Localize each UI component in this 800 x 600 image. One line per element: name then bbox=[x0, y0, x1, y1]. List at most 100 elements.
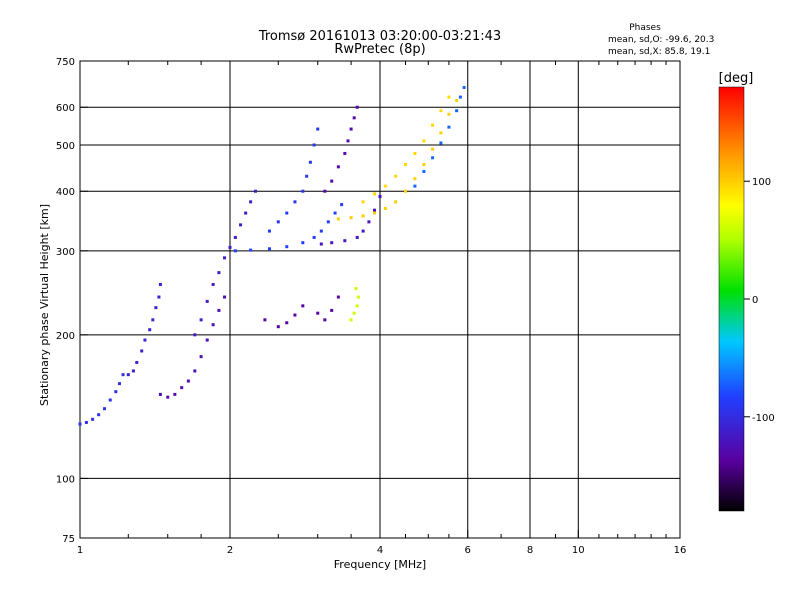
scatter-point bbox=[349, 127, 353, 131]
scatter-point bbox=[316, 127, 320, 131]
y-tick-label: 300 bbox=[56, 247, 75, 258]
scatter-point bbox=[312, 235, 316, 239]
colorbar-ticks: 100 0 -100 bbox=[744, 177, 775, 424]
scatter-point bbox=[394, 174, 398, 178]
x-tick-label: 16 bbox=[674, 545, 687, 556]
scatter-point bbox=[154, 306, 158, 310]
scatter-point bbox=[126, 373, 130, 377]
y-axis-ticks: 75 100 200 300 400 500 600 750 bbox=[56, 57, 88, 545]
scatter-point bbox=[361, 229, 365, 233]
scatter-point bbox=[84, 420, 88, 424]
scatter-point bbox=[249, 248, 253, 252]
colorbar-label: [deg] bbox=[719, 71, 754, 86]
scatter-point bbox=[340, 203, 344, 207]
scatter-point bbox=[431, 156, 435, 160]
scatter-point bbox=[394, 200, 398, 204]
scatter-point bbox=[413, 151, 417, 155]
scatter-point bbox=[431, 123, 435, 127]
scatter-point bbox=[223, 256, 227, 260]
scatter-point bbox=[336, 217, 340, 221]
scatter-point bbox=[186, 379, 190, 383]
scatter-point bbox=[285, 211, 289, 215]
scatter-point bbox=[343, 239, 347, 243]
colorbar-tick-label: 0 bbox=[752, 295, 758, 306]
scatter-point bbox=[447, 112, 451, 116]
y-tick-label: 750 bbox=[56, 57, 75, 68]
scatter-point bbox=[383, 184, 387, 188]
scatter-point bbox=[439, 141, 443, 145]
y-axis-label: Stationary phase Virtual Height [km] bbox=[38, 204, 51, 406]
scatter-point bbox=[114, 390, 118, 394]
scatter-point bbox=[343, 151, 347, 155]
scatter-point bbox=[316, 311, 320, 315]
scatter-point bbox=[403, 163, 407, 167]
stats-line-x: mean, sd,X: 85.8, 19.1 bbox=[608, 47, 710, 57]
scatter-point bbox=[413, 177, 417, 181]
x-tick-label: 6 bbox=[465, 545, 471, 556]
scatter-point bbox=[455, 98, 459, 102]
y-tick-label: 600 bbox=[56, 103, 75, 114]
scatter-point bbox=[349, 216, 353, 220]
grid-lines bbox=[80, 61, 680, 538]
scatter-point bbox=[323, 189, 327, 193]
y-tick-label: 200 bbox=[56, 331, 75, 342]
scatter-point bbox=[458, 95, 462, 99]
scatter-point bbox=[378, 194, 382, 198]
scatter-point bbox=[355, 304, 359, 308]
scatter-point bbox=[223, 295, 227, 299]
x-axis-ticks: 1 2 4 6 8 10 16 bbox=[77, 530, 687, 556]
scatter-point bbox=[285, 321, 289, 325]
scatter-point bbox=[249, 200, 253, 204]
scatter-point bbox=[312, 143, 316, 147]
scatter-point bbox=[349, 318, 353, 322]
scatter-point bbox=[333, 211, 337, 215]
minor-ticks bbox=[127, 61, 667, 538]
scatter-point bbox=[263, 318, 267, 322]
scatter-point bbox=[285, 245, 289, 249]
scatter-point bbox=[157, 295, 161, 299]
scatter-point bbox=[355, 105, 359, 109]
scatter-point bbox=[276, 220, 280, 224]
x-tick-label: 4 bbox=[377, 545, 383, 556]
scatter-point bbox=[431, 147, 435, 151]
scatter-point bbox=[455, 109, 459, 113]
scatter-point bbox=[330, 241, 334, 245]
scatter-point bbox=[354, 287, 358, 291]
scatter-point bbox=[217, 308, 221, 312]
scatter-point bbox=[319, 242, 323, 246]
scatter-point bbox=[323, 318, 327, 322]
scatter-point bbox=[148, 328, 152, 332]
scatter-point bbox=[151, 318, 155, 322]
scatter-point bbox=[205, 338, 209, 342]
data-points bbox=[78, 85, 466, 426]
scatter-point bbox=[356, 295, 360, 299]
scatter-point bbox=[422, 163, 426, 167]
scatter-point bbox=[422, 169, 426, 173]
scatter-point bbox=[193, 369, 197, 373]
scatter-point bbox=[217, 271, 221, 275]
scatter-point bbox=[131, 369, 135, 373]
scatter-point bbox=[193, 333, 197, 337]
x-tick-label: 2 bbox=[227, 545, 233, 556]
scatter-point bbox=[373, 208, 377, 212]
scatter-point bbox=[199, 318, 203, 322]
scatter-point bbox=[117, 382, 121, 386]
scatter-point bbox=[422, 139, 426, 143]
scatter-point bbox=[439, 109, 443, 113]
scatter-point bbox=[308, 160, 312, 164]
scatter-point bbox=[336, 165, 340, 169]
scatter-point bbox=[305, 174, 309, 178]
scatter-point bbox=[267, 247, 271, 251]
scatter-point bbox=[97, 413, 101, 417]
scatter-point bbox=[239, 223, 243, 227]
stats-heading: Phases bbox=[629, 23, 661, 33]
scatter-point bbox=[319, 229, 323, 233]
scatter-point bbox=[403, 189, 407, 193]
scatter-point bbox=[143, 338, 147, 342]
scatter-point bbox=[91, 417, 95, 421]
colorbar-tick-label: 100 bbox=[752, 177, 771, 188]
scatter-point bbox=[173, 392, 177, 396]
scatter-point bbox=[373, 211, 377, 215]
scatter-point bbox=[135, 360, 139, 364]
scatter-point bbox=[293, 200, 297, 204]
